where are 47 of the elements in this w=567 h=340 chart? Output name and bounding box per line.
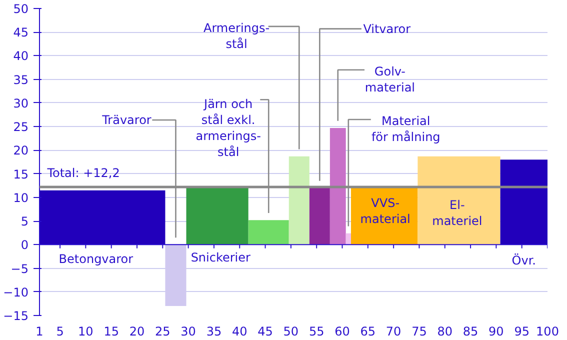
category-label: Armerings- stål [204, 20, 270, 51]
y-tick-label: 35 [13, 72, 29, 87]
category-label: El- materiel [432, 198, 482, 228]
x-tick-label: 75 [412, 324, 427, 338]
x-tick-label: 45 [258, 324, 273, 338]
x-tick-label: 90 [488, 324, 504, 338]
category-label: Material för målning [371, 114, 440, 144]
y-tick-label: 15 [13, 167, 29, 182]
x-tick-label: 10 [78, 324, 94, 338]
x-tick-label: 25 [155, 324, 170, 338]
category-label: Övr. [512, 254, 536, 268]
x-tick-label: 95 [514, 324, 530, 338]
x-tick-label: 80 [437, 324, 453, 338]
y-tick-label: 50 [13, 2, 29, 16]
y-tick-label: −5 [10, 262, 29, 276]
category-label: Golv- material [364, 64, 416, 94]
x-tick-label: 65 [360, 324, 376, 338]
y-tick-label: 10 [13, 190, 29, 205]
y-tick-label: 20 [13, 144, 29, 158]
y-tick-label: −10 [3, 285, 29, 300]
x-tick-label: 30 [180, 324, 196, 338]
category-label: Järn och stål exkl. armerings- stål [196, 96, 261, 160]
x-tick-label: 40 [232, 324, 248, 338]
y-tick-label: 30 [13, 96, 29, 110]
x-tick-label: 50 [283, 324, 299, 338]
x-tick-label: 100 [536, 324, 559, 338]
y-tick-label: 0 [20, 238, 29, 252]
x-tick-label: 85 [462, 324, 478, 338]
x-tick-label: 15 [104, 324, 119, 338]
category-label: Snickerier [190, 250, 250, 264]
y-tick-label: 40 [13, 49, 29, 64]
y-tick-label: 25 [13, 120, 29, 134]
ref-line-label: Total: +12,2 [46, 166, 120, 180]
x-tick-label: 60 [334, 324, 350, 338]
category-label: VVS- material [360, 196, 410, 226]
x-tick-label: 55 [308, 324, 324, 338]
x-tick-label: 5 [56, 324, 64, 338]
y-tick-label: 45 [13, 26, 29, 40]
category-label: Vitvaror [363, 22, 411, 36]
x-tick-label: 35 [206, 324, 222, 338]
x-tick-label: 70 [386, 324, 402, 338]
category-label: Trävaror [102, 112, 152, 127]
x-tick-label: 20 [129, 324, 145, 338]
x-tick-label: 1 [36, 324, 44, 338]
category-label: Betongvaror [58, 252, 134, 266]
y-tick-label: −15 [3, 309, 29, 323]
y-tick-label: 5 [20, 214, 29, 229]
